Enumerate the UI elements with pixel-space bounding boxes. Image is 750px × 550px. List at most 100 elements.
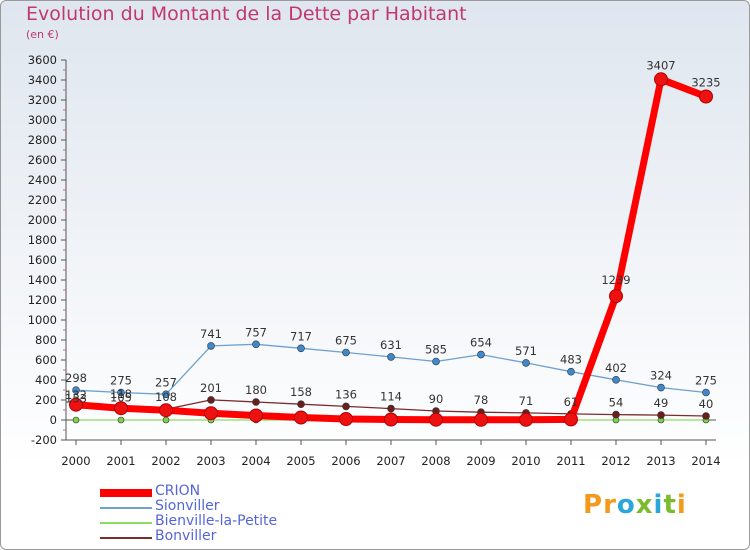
data-label-crion: 3407 [646, 58, 675, 72]
data-point-bienville-la-petite [162, 416, 170, 424]
chart-subtitle: (en €) [26, 28, 59, 41]
data-point-crion [519, 412, 533, 427]
y-tick-label: 2200 [28, 193, 57, 207]
data-point-crion [249, 408, 263, 423]
data-label-crion: 153 [65, 392, 87, 406]
y-tick-label: 1800 [28, 233, 57, 247]
data-point-sionviller [252, 340, 260, 349]
data-label-bonviller: 180 [245, 383, 267, 397]
data-label-sionviller: 483 [560, 353, 582, 367]
y-tick-label: 1000 [28, 313, 57, 327]
data-label-bonviller: 49 [654, 396, 669, 410]
x-tick-label: 2006 [331, 454, 360, 468]
data-point-crion [654, 72, 668, 87]
data-label-sionviller: 275 [695, 374, 717, 388]
y-tick-label: -200 [31, 433, 57, 447]
logo-letter: r [603, 490, 617, 520]
y-tick-label: 3000 [28, 113, 57, 127]
data-label-sionviller: 741 [200, 327, 222, 341]
data-label-sionviller: 275 [110, 374, 132, 388]
y-tick-label: 1400 [28, 273, 57, 287]
x-tick-label: 2003 [196, 454, 225, 468]
legend-label: Bienville-la-Petite [155, 513, 278, 529]
legend-swatch [100, 507, 152, 509]
data-label-crion: 118 [110, 387, 132, 401]
data-point-bonviller [702, 412, 710, 420]
data-label-bonviller: 158 [290, 385, 312, 399]
y-tick-label: 1600 [28, 253, 57, 267]
data-point-crion [159, 403, 173, 418]
data-label-bonviller: 105 [110, 391, 132, 405]
data-label-bonviller: 108 [155, 390, 177, 404]
data-point-bonviller [297, 400, 305, 409]
data-label-sionviller: 585 [425, 343, 447, 357]
data-point-sionviller [567, 367, 575, 376]
data-label-bonviller: 90 [429, 392, 444, 406]
y-tick-label: 2600 [28, 153, 57, 167]
data-label-bonviller: 78 [474, 393, 489, 407]
x-tick-label: 2007 [376, 454, 405, 468]
y-tick-label: 800 [35, 333, 57, 347]
data-point-sionviller [702, 388, 710, 397]
legend-swatch [100, 522, 152, 524]
data-point-crion [114, 401, 128, 416]
data-point-crion [564, 412, 578, 427]
data-point-sionviller [72, 386, 80, 395]
x-tick-label: 2000 [61, 454, 90, 468]
data-point-bonviller [387, 404, 395, 413]
data-label-sionviller: 571 [515, 344, 537, 358]
data-label-sionviller: 654 [470, 336, 492, 350]
data-point-sionviller [522, 359, 530, 367]
data-label-bonviller: 61 [564, 395, 579, 409]
legend-label: Sionviller [155, 498, 220, 514]
data-label-bonviller: 71 [519, 394, 534, 408]
data-label-sionviller: 717 [290, 329, 312, 343]
data-label-bonviller: 132 [65, 388, 87, 402]
data-point-crion [699, 89, 713, 104]
data-point-bonviller [342, 402, 350, 411]
data-point-sionviller [612, 375, 620, 384]
y-tick-label: 400 [35, 373, 57, 387]
y-tick-label: 2800 [28, 133, 57, 147]
data-point-sionviller [432, 357, 440, 366]
x-tick-label: 2001 [106, 454, 135, 468]
data-point-bienville-la-petite [72, 416, 80, 424]
data-point-sionviller [387, 353, 395, 361]
data-point-sionviller [342, 348, 350, 357]
legend-swatch [100, 489, 152, 497]
data-label-bonviller: 54 [609, 396, 624, 410]
data-point-sionviller [657, 383, 665, 392]
legend-swatch [100, 537, 152, 539]
legend-label: Bonviller [155, 528, 217, 544]
x-tick-label: 2011 [556, 454, 585, 468]
data-point-sionviller [207, 342, 215, 350]
data-label-bonviller: 114 [380, 390, 402, 404]
y-tick-label: 3400 [28, 73, 57, 87]
y-tick-label: 3600 [28, 53, 57, 67]
data-label-crion: 3235 [691, 76, 720, 90]
logo-letter: t [663, 490, 677, 520]
logo-letter: o [616, 490, 636, 520]
x-tick-label: 2008 [421, 454, 450, 468]
data-label-sionviller: 402 [605, 361, 627, 375]
data-label-sionviller: 675 [335, 334, 357, 348]
data-label-sionviller: 324 [650, 369, 672, 383]
proxiti-logo: Proxiti [583, 490, 687, 520]
data-point-crion [474, 412, 488, 427]
logo-letter: P [583, 490, 604, 520]
x-tick-label: 2005 [286, 454, 315, 468]
x-tick-label: 2009 [466, 454, 495, 468]
logo-letter: i [676, 490, 687, 520]
data-point-crion [609, 289, 623, 304]
x-tick-label: 2010 [511, 454, 540, 468]
y-tick-label: 2000 [28, 213, 57, 227]
data-point-crion [294, 410, 308, 425]
y-tick-label: 1200 [28, 293, 57, 307]
data-point-sionviller [162, 390, 170, 399]
data-label-crion: 1239 [601, 273, 630, 287]
logo-letter: x [635, 490, 654, 520]
data-label-sionviller: 631 [380, 338, 402, 352]
x-tick-label: 2002 [151, 454, 180, 468]
